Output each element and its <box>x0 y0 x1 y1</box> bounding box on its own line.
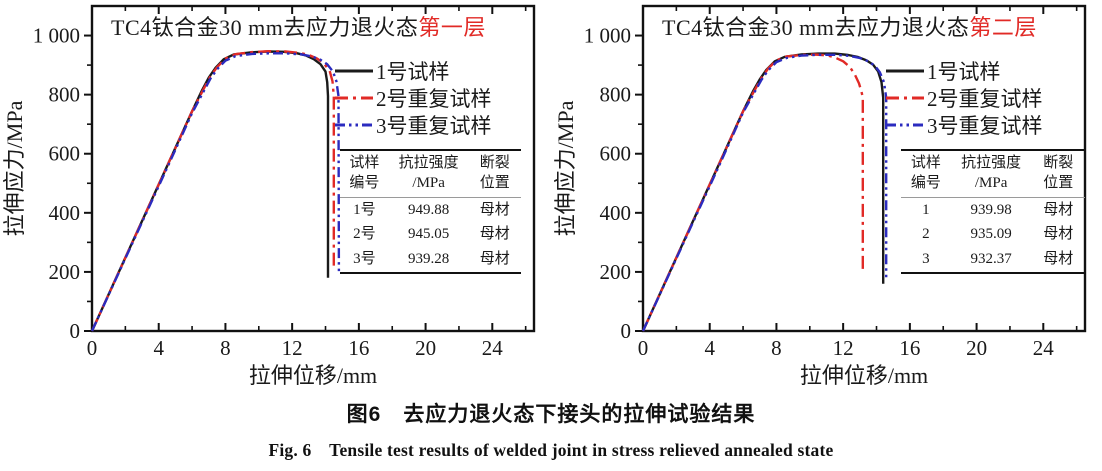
cell-strength: 949.88 <box>408 201 450 218</box>
legend-item-sample1: 1号试样 <box>334 57 492 84</box>
chart-title-highlight: 第一层 <box>418 15 486 40</box>
svg-text:200: 200 <box>49 260 81 284</box>
svg-text:24: 24 <box>482 336 504 360</box>
svg-text:12: 12 <box>833 336 854 360</box>
dash-dot-dot-line-icon <box>886 123 924 126</box>
chart-panel-layer1: 0 4 8 12 16 20 24 0 200 400 600 800 1 000 拉伸位移/mm 拉伸应力… <box>0 0 551 396</box>
legend-item-sample3: 3号重复试样 <box>334 111 492 138</box>
svg-text:24: 24 <box>1033 336 1055 360</box>
svg-text:1 000: 1 000 <box>584 24 631 48</box>
cell-location: 母材 <box>1043 201 1074 218</box>
cell-location: 母材 <box>1043 250 1074 267</box>
solid-line-icon <box>335 69 373 72</box>
cell-location: 母材 <box>479 201 510 218</box>
legend-label: 3号重复试样 <box>927 113 1043 138</box>
dash-dot-dot-line-icon <box>335 123 373 126</box>
table-row: 3 932.37 母材 <box>901 247 1085 273</box>
results-table-layer1: 试样 编号 抗拉强度 /MPa 断裂 位置 1号 949.88 母材 2号 94… <box>340 149 521 274</box>
svg-text:8: 8 <box>220 336 231 360</box>
svg-text:800: 800 <box>49 83 81 107</box>
cell-sample-no: 3号 <box>353 250 376 267</box>
svg-text:8: 8 <box>771 336 782 360</box>
cell-sample-no: 2号 <box>353 226 376 242</box>
chart-title-prefix: TC4钛合金30 mm去应力退火态 <box>662 15 970 40</box>
svg-text:20: 20 <box>415 336 436 360</box>
col-header-tensile-strength: 抗拉强度 /MPa <box>388 150 469 198</box>
legend-item-sample1: 1号试样 <box>885 57 1043 84</box>
cell-strength: 945.05 <box>408 226 450 242</box>
cell-sample-no: 1号 <box>353 201 376 218</box>
cell-strength: 932.37 <box>970 250 1012 267</box>
table-row: 3号 939.28 母材 <box>340 247 521 273</box>
svg-text:800: 800 <box>600 83 632 107</box>
svg-text:400: 400 <box>49 201 81 225</box>
legend-item-sample2: 2号重复试样 <box>334 84 492 111</box>
legend-item-sample2: 2号重复试样 <box>885 84 1043 111</box>
dash-dot-line-icon <box>886 96 924 99</box>
table-row: 2 935.09 母材 <box>901 223 1085 248</box>
table-row: 2号 945.05 母材 <box>340 223 521 248</box>
col-header-tensile-strength: 抗拉强度 /MPa <box>950 150 1032 198</box>
cell-sample-no: 2 <box>922 226 930 242</box>
legend-label: 2号重复试样 <box>927 86 1043 111</box>
svg-text:16: 16 <box>899 336 920 360</box>
svg-text:600: 600 <box>49 142 81 166</box>
svg-text:600: 600 <box>600 142 632 166</box>
legend-label: 1号试样 <box>927 59 1001 84</box>
col-header-fracture-location: 断裂 位置 <box>468 150 521 198</box>
svg-text:200: 200 <box>600 260 632 284</box>
cell-location: 母材 <box>479 226 510 242</box>
cell-strength: 939.98 <box>970 201 1012 218</box>
svg-text:0: 0 <box>638 336 649 360</box>
svg-text:12: 12 <box>282 336 303 360</box>
chart-title-layer1: TC4钛合金30 mm去应力退火态第一层 <box>111 10 486 42</box>
table-row: 1号 949.88 母材 <box>340 198 521 223</box>
caption-english: Fig. 6 Tensile test results of welded jo… <box>268 440 834 460</box>
col-header-sample-no: 试样 编号 <box>901 150 951 198</box>
chart-panels-row: 0 4 8 12 16 20 24 0 200 400 600 800 1 000 拉伸位移/mm 拉伸应力… <box>0 0 1102 396</box>
svg-text:拉伸应力/MPa: 拉伸应力/MPa <box>553 100 578 236</box>
cell-location: 母材 <box>479 250 510 267</box>
svg-text:4: 4 <box>704 336 715 360</box>
table-row: 1 939.98 母材 <box>901 198 1085 223</box>
caption-chinese: 图6 去应力退火态下接头的拉伸试验结果 <box>346 403 756 426</box>
svg-text:0: 0 <box>70 319 81 343</box>
legend-label: 3号重复试样 <box>376 113 492 138</box>
chart-title-prefix: TC4钛合金30 mm去应力退火态 <box>111 15 419 40</box>
cell-sample-no: 3 <box>922 250 930 267</box>
svg-text:400: 400 <box>600 201 632 225</box>
plot-area-layer1: 0 4 8 12 16 20 24 0 200 400 600 800 1 000 拉伸位移/mm 拉伸应力… <box>2 4 536 388</box>
svg-text:1 000: 1 000 <box>33 24 80 48</box>
svg-text:拉伸应力/MPa: 拉伸应力/MPa <box>2 100 27 236</box>
svg-text:拉伸位移/mm: 拉伸位移/mm <box>800 363 928 388</box>
results-table-layer2: 试样 编号 抗拉强度 /MPa 断裂 位置 1 939.98 母材 2 935.… <box>901 149 1085 274</box>
svg-text:拉伸位移/mm: 拉伸位移/mm <box>249 363 377 388</box>
solid-line-icon <box>886 69 924 72</box>
col-header-fracture-location: 断裂 位置 <box>1031 150 1085 198</box>
dash-dot-line-icon <box>335 96 373 99</box>
figure-caption: 图6 去应力退火态下接头的拉伸试验结果 Fig. 6 Tensile test … <box>0 398 1102 462</box>
legend-layer1: 1号试样 2号重复试样 3号重复试样 <box>334 57 492 138</box>
cell-strength: 939.28 <box>408 250 450 267</box>
svg-text:0: 0 <box>621 319 632 343</box>
svg-text:20: 20 <box>966 336 987 360</box>
chart-title-highlight: 第二层 <box>969 15 1037 40</box>
svg-text:0: 0 <box>87 336 98 360</box>
legend-item-sample3: 3号重复试样 <box>885 111 1043 138</box>
chart-panel-layer2: 0 4 8 12 16 20 24 0 200 400 600 800 1 000 拉伸位移/mm 拉伸应力… <box>551 0 1102 396</box>
legend-label: 2号重复试样 <box>376 86 492 111</box>
legend-layer2: 1号试样 2号重复试样 3号重复试样 <box>885 57 1043 138</box>
cell-sample-no: 1 <box>922 201 930 218</box>
chart-title-layer2: TC4钛合金30 mm去应力退火态第二层 <box>662 10 1037 42</box>
col-header-sample-no: 试样 编号 <box>340 150 389 198</box>
svg-text:4: 4 <box>153 336 164 360</box>
cell-location: 母材 <box>1043 226 1074 242</box>
svg-text:16: 16 <box>348 336 369 360</box>
legend-label: 1号试样 <box>376 59 450 84</box>
cell-strength: 935.09 <box>970 226 1012 242</box>
